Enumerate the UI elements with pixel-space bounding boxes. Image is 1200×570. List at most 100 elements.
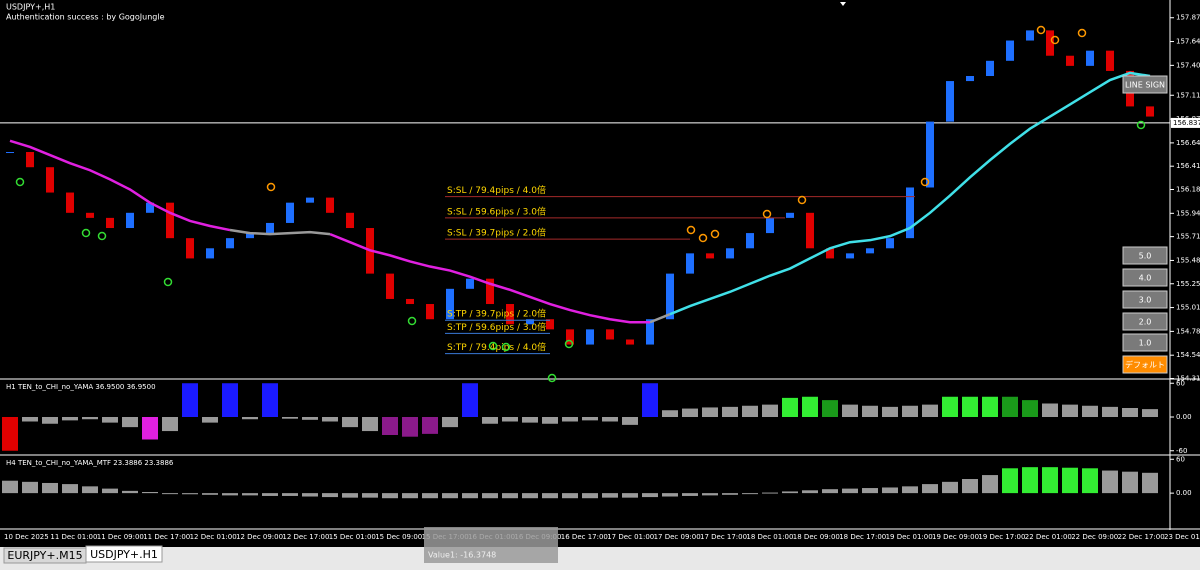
histogram-bar bbox=[802, 396, 818, 417]
histogram-bar bbox=[122, 490, 138, 494]
button[interactable] bbox=[1122, 75, 1168, 94]
button-label[interactable]: 1.0 bbox=[1139, 339, 1152, 348]
button-label[interactable]: LINE SIGN bbox=[1125, 81, 1165, 90]
tab-label[interactable]: USDJPY+.H1 bbox=[90, 548, 158, 561]
histogram-bar bbox=[902, 486, 918, 494]
button[interactable] bbox=[1122, 333, 1168, 352]
signal-icon bbox=[710, 229, 720, 239]
candle bbox=[1086, 50, 1094, 66]
signal-icon bbox=[407, 316, 417, 326]
button-label[interactable]: デフォルト bbox=[1125, 360, 1165, 370]
candle bbox=[726, 248, 734, 259]
histogram-bar bbox=[202, 417, 218, 423]
x-tick-label: 19 Dec 17:00 bbox=[978, 533, 1025, 541]
button[interactable] bbox=[1122, 312, 1168, 331]
y-tick-label: 157.875 bbox=[1176, 14, 1200, 22]
candle bbox=[706, 253, 714, 259]
histogram-bar bbox=[502, 417, 518, 422]
signal-icon bbox=[488, 341, 498, 351]
histogram-bar bbox=[142, 417, 158, 440]
y-tick-label: 155.480 bbox=[1176, 256, 1200, 264]
button-label[interactable]: 3.0 bbox=[1139, 296, 1152, 305]
x-tick-label: 11 Dec 09:00 bbox=[97, 533, 144, 541]
level-label: S:TP / 39.7pips / 2.0倍 bbox=[447, 308, 546, 320]
button[interactable] bbox=[1122, 246, 1168, 265]
candle bbox=[146, 202, 154, 213]
histogram-bar bbox=[2, 417, 18, 451]
signal-icon bbox=[1050, 35, 1060, 45]
x-tick-label: 18 Dec 17:00 bbox=[839, 533, 886, 541]
button-label[interactable]: 2.0 bbox=[1139, 318, 1152, 327]
histogram-bar bbox=[962, 479, 978, 494]
histogram-bar bbox=[462, 383, 478, 417]
candle bbox=[486, 278, 494, 305]
symbol-title: USDJPY+,H1 bbox=[6, 3, 55, 12]
histogram-bar bbox=[602, 417, 618, 422]
histogram-bar bbox=[242, 493, 258, 496]
histogram-bar bbox=[62, 484, 78, 494]
histogram-bar bbox=[842, 488, 858, 494]
indicator-title: H4 TEN_to_CHI_no_YAMA_MTF 23.3886 23.388… bbox=[6, 459, 174, 467]
signal-icon bbox=[1136, 120, 1146, 130]
histogram-bar bbox=[1022, 467, 1038, 494]
histogram-bar bbox=[482, 493, 498, 499]
button-label[interactable]: 5.0 bbox=[1139, 252, 1152, 261]
histogram-bar bbox=[142, 492, 158, 494]
x-tick-label: 16 Dec 17:00 bbox=[561, 533, 608, 541]
histogram-bar bbox=[162, 493, 178, 495]
histogram-bar bbox=[622, 493, 638, 498]
histogram-bar bbox=[382, 417, 398, 435]
histogram-bar bbox=[822, 400, 838, 417]
y-tick-label: 154.780 bbox=[1176, 327, 1200, 335]
y-tick-label: 155.945 bbox=[1176, 209, 1200, 217]
tab-label[interactable]: EURJPY+.M15 bbox=[7, 549, 82, 562]
candle bbox=[586, 329, 594, 345]
candle bbox=[926, 121, 934, 188]
histogram-bar bbox=[662, 493, 678, 497]
histogram-bar bbox=[162, 417, 178, 432]
candle bbox=[106, 217, 114, 229]
histogram-bar bbox=[562, 493, 578, 499]
candle bbox=[1066, 55, 1074, 66]
y-tick-label: 155.250 bbox=[1176, 280, 1200, 288]
histogram-bar bbox=[702, 493, 718, 496]
candle bbox=[806, 212, 814, 249]
y-tick-label: 157.405 bbox=[1176, 61, 1200, 69]
candle bbox=[986, 60, 994, 77]
histogram-bar bbox=[1102, 470, 1118, 494]
histogram-bar bbox=[1042, 467, 1058, 494]
x-tick-label: 11 Dec 17:00 bbox=[143, 533, 190, 541]
x-tick-label: 22 Dec 17:00 bbox=[1118, 533, 1165, 541]
candle bbox=[1006, 40, 1014, 61]
candle bbox=[906, 187, 914, 239]
histogram-bar bbox=[402, 417, 418, 437]
candle bbox=[86, 212, 94, 218]
histogram-bar bbox=[502, 493, 518, 499]
histogram-bar bbox=[962, 396, 978, 417]
signal-icon bbox=[547, 373, 557, 383]
button[interactable] bbox=[1122, 355, 1168, 374]
histogram-bar bbox=[382, 493, 398, 499]
candle bbox=[966, 76, 974, 82]
button[interactable] bbox=[1122, 268, 1168, 287]
button-label[interactable]: 4.0 bbox=[1139, 274, 1152, 283]
histogram-bar bbox=[1102, 406, 1118, 417]
candle bbox=[646, 319, 654, 345]
y-tick-label: 156.64 bbox=[1176, 139, 1200, 147]
price-badge bbox=[1171, 117, 1200, 128]
tab-active[interactable] bbox=[85, 545, 163, 563]
candle bbox=[206, 248, 214, 259]
y-tick-label: -60 bbox=[1176, 447, 1187, 455]
candle bbox=[246, 233, 254, 239]
button[interactable] bbox=[1122, 290, 1168, 309]
current-price-label: 156.837 bbox=[1173, 119, 1200, 127]
histogram-bar bbox=[902, 405, 918, 417]
histogram-bar bbox=[282, 417, 298, 419]
histogram-bar bbox=[2, 480, 18, 494]
level-label: S:SL / 59.6pips / 3.0倍 bbox=[447, 205, 546, 217]
y-tick-label: 157.110 bbox=[1176, 91, 1200, 99]
histogram-bar bbox=[222, 493, 238, 496]
histogram-bar bbox=[1022, 400, 1038, 417]
